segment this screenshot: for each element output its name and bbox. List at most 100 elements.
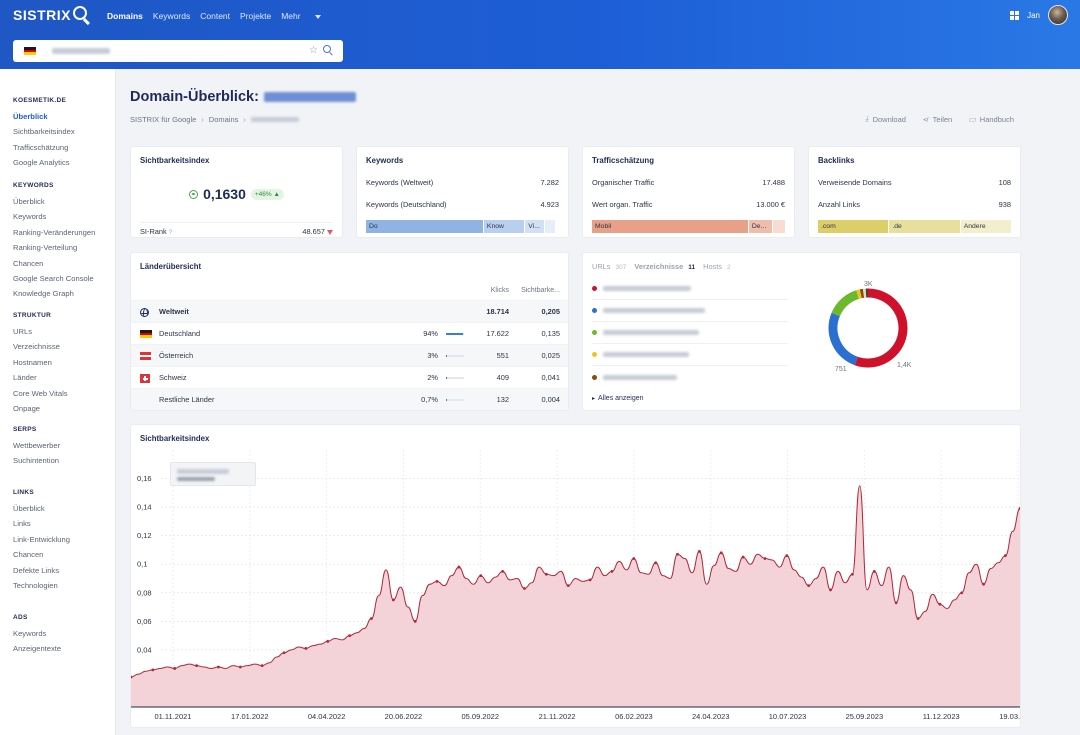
bar-segment[interactable] — [545, 220, 556, 233]
data-point[interactable] — [654, 561, 658, 565]
tab-hosts[interactable]: Hosts 2 — [703, 262, 731, 271]
data-point[interactable] — [391, 598, 395, 602]
data-point[interactable] — [457, 565, 461, 569]
data-point[interactable] — [282, 651, 286, 655]
card-backlinks[interactable]: Backlinks Verweisende Domains 108 Anzahl … — [809, 147, 1020, 237]
list-item[interactable] — [592, 366, 788, 388]
sidebar-item-urls[interactable]: URLs — [13, 327, 32, 336]
data-point[interactable] — [195, 664, 198, 667]
sidebar-item-keywords[interactable]: Keywords — [13, 212, 47, 222]
nav-keywords[interactable]: Keywords — [152, 11, 191, 21]
list-item[interactable] — [592, 300, 788, 322]
data-point[interactable] — [370, 617, 373, 620]
table-row[interactable]: Weltweit 18.714 0,205 — [131, 300, 568, 322]
data-point[interactable] — [238, 665, 242, 669]
data-point[interactable] — [829, 588, 832, 592]
card-sichtbarkeitsindex[interactable]: Sichtbarkeitsindex 0,1630 +46% ▲ SI-Rank… — [131, 147, 342, 237]
nav-content[interactable]: Content — [200, 11, 231, 21]
sidebar-item-hostnamen[interactable]: Hostnamen — [13, 357, 52, 367]
handbook-button[interactable]: ▭ Handbuch — [968, 114, 1014, 124]
data-point[interactable] — [588, 578, 592, 582]
sidebar-item-knowledge-graph[interactable]: Knowledge Graph — [13, 289, 74, 299]
table-row[interactable]: Schweiz 2% 409 0,041 — [131, 366, 568, 388]
data-point[interactable] — [523, 587, 526, 590]
list-item[interactable] — [592, 322, 788, 344]
card-keywords[interactable]: Keywords Keywords (Weltweit) 7.282 Keywor… — [357, 147, 568, 237]
data-point[interactable] — [304, 647, 308, 650]
data-point[interactable] — [1018, 507, 1020, 510]
bar-segment[interactable]: Andere — [960, 220, 1011, 233]
data-point[interactable] — [719, 551, 723, 555]
donut-slice[interactable] — [828, 312, 859, 366]
directory-donut-chart[interactable] — [823, 283, 913, 373]
bar-segment[interactable]: Do — [366, 220, 483, 233]
search-icon[interactable] — [323, 45, 334, 56]
data-point[interactable] — [260, 664, 264, 667]
apps-grid-icon[interactable] — [1010, 10, 1020, 20]
bar-segment[interactable] — [772, 220, 785, 233]
sidebar-item-laender[interactable]: Länder — [13, 373, 37, 383]
data-point[interactable] — [501, 569, 505, 573]
share-button[interactable]: ⋖ Teilen — [922, 114, 952, 124]
nav-domains[interactable]: Domains — [107, 11, 143, 21]
data-point[interactable] — [632, 557, 636, 560]
column-header-sichtbarkeit[interactable]: Sichtbarke... — [521, 287, 560, 294]
bar-segment[interactable]: Know — [483, 220, 525, 233]
data-point[interactable] — [938, 602, 942, 606]
sidebar-item-trafficschaetzung[interactable]: Trafficschätzung — [13, 142, 69, 152]
sidebar-item-links-ueberblick[interactable]: Überblick — [13, 504, 45, 513]
data-point[interactable] — [413, 619, 417, 623]
data-point[interactable] — [851, 572, 854, 576]
nav-projekte[interactable]: Projekte — [240, 11, 272, 21]
sidebar-item-search-console[interactable]: Google Search Console — [13, 273, 94, 283]
column-header-klicks[interactable]: Klicks — [490, 287, 509, 294]
device-stacked-bar[interactable]: Mobil De... — [592, 220, 785, 233]
tab-verzeichnisse[interactable]: Verzeichnisse 11 — [634, 262, 695, 271]
sidebar-item-kw-ueberblick[interactable]: Überblick — [13, 197, 45, 206]
star-icon[interactable]: ☆ — [309, 45, 318, 56]
nav-mehr[interactable]: Mehr — [281, 11, 330, 21]
sidebar-item-anzeigentexte[interactable]: Anzeigentexte — [13, 644, 62, 654]
sidebar-item-defekte-links[interactable]: Defekte Links — [13, 565, 60, 575]
data-point[interactable] — [479, 574, 483, 578]
sidebar-item-ranking-veraenderungen[interactable]: Ranking-Veränderungen — [13, 227, 96, 237]
data-point[interactable] — [872, 569, 876, 573]
list-item[interactable] — [592, 344, 788, 366]
data-point[interactable] — [960, 591, 964, 595]
card-trafficschaetzung[interactable]: Trafficschätzung Organischer Traffic 17.4… — [583, 147, 794, 237]
data-point[interactable] — [741, 555, 745, 559]
bar-segment[interactable]: De... — [748, 220, 772, 233]
domain-search-input[interactable]: ☆ — [13, 40, 343, 62]
bar-segment[interactable]: Mobil — [592, 220, 748, 233]
breadcrumb-item[interactable]: Domains — [208, 115, 239, 124]
sidebar-item-ranking-verteilung[interactable]: Ranking-Verteilung — [13, 243, 78, 253]
series-line[interactable] — [131, 485, 1020, 678]
sidebar-item-ueberblick[interactable]: Überblick — [13, 112, 48, 121]
sidebar-item-link-entwicklung[interactable]: Link-Entwicklung — [13, 534, 70, 544]
data-point[interactable] — [785, 554, 789, 558]
bar-segment[interactable]: .com — [818, 220, 889, 233]
data-point[interactable] — [544, 572, 548, 576]
breadcrumb-item[interactable]: SISTRIX für Google — [130, 115, 197, 124]
list-item[interactable] — [592, 278, 788, 300]
data-point[interactable] — [173, 667, 177, 670]
sidebar-item-onpage[interactable]: Onpage — [13, 403, 41, 413]
data-point[interactable] — [676, 552, 679, 556]
donut-slice[interactable] — [856, 289, 862, 299]
sidebar-item-sichtbarkeitsindex[interactable]: Sichtbarkeitsindex — [13, 127, 75, 137]
tld-stacked-bar[interactable]: .com .de Andere — [818, 220, 1011, 233]
sidebar-item-suchintention[interactable]: Suchintention — [13, 456, 60, 466]
donut-slice[interactable] — [831, 290, 860, 317]
visibility-line-chart[interactable]: 0,020,040,060,080,10,120,140,1601.11.202… — [131, 425, 1020, 727]
flag-de-icon[interactable] — [24, 47, 36, 56]
table-row[interactable]: Österreich 3% 551 0,025 — [131, 344, 568, 366]
data-point[interactable] — [566, 584, 570, 588]
sidebar-item-ads-keywords[interactable]: Keywords — [13, 629, 47, 638]
tab-urls[interactable]: URLs 307 — [592, 262, 626, 271]
sidebar-item-google-analytics[interactable]: Google Analytics — [13, 158, 70, 168]
sidebar-item-links[interactable]: Links — [13, 519, 31, 529]
data-point[interactable] — [697, 549, 701, 553]
sidebar-item-verzeichnisse[interactable]: Verzeichnisse — [13, 342, 60, 352]
data-point[interactable] — [348, 634, 352, 638]
data-point[interactable] — [894, 601, 898, 605]
